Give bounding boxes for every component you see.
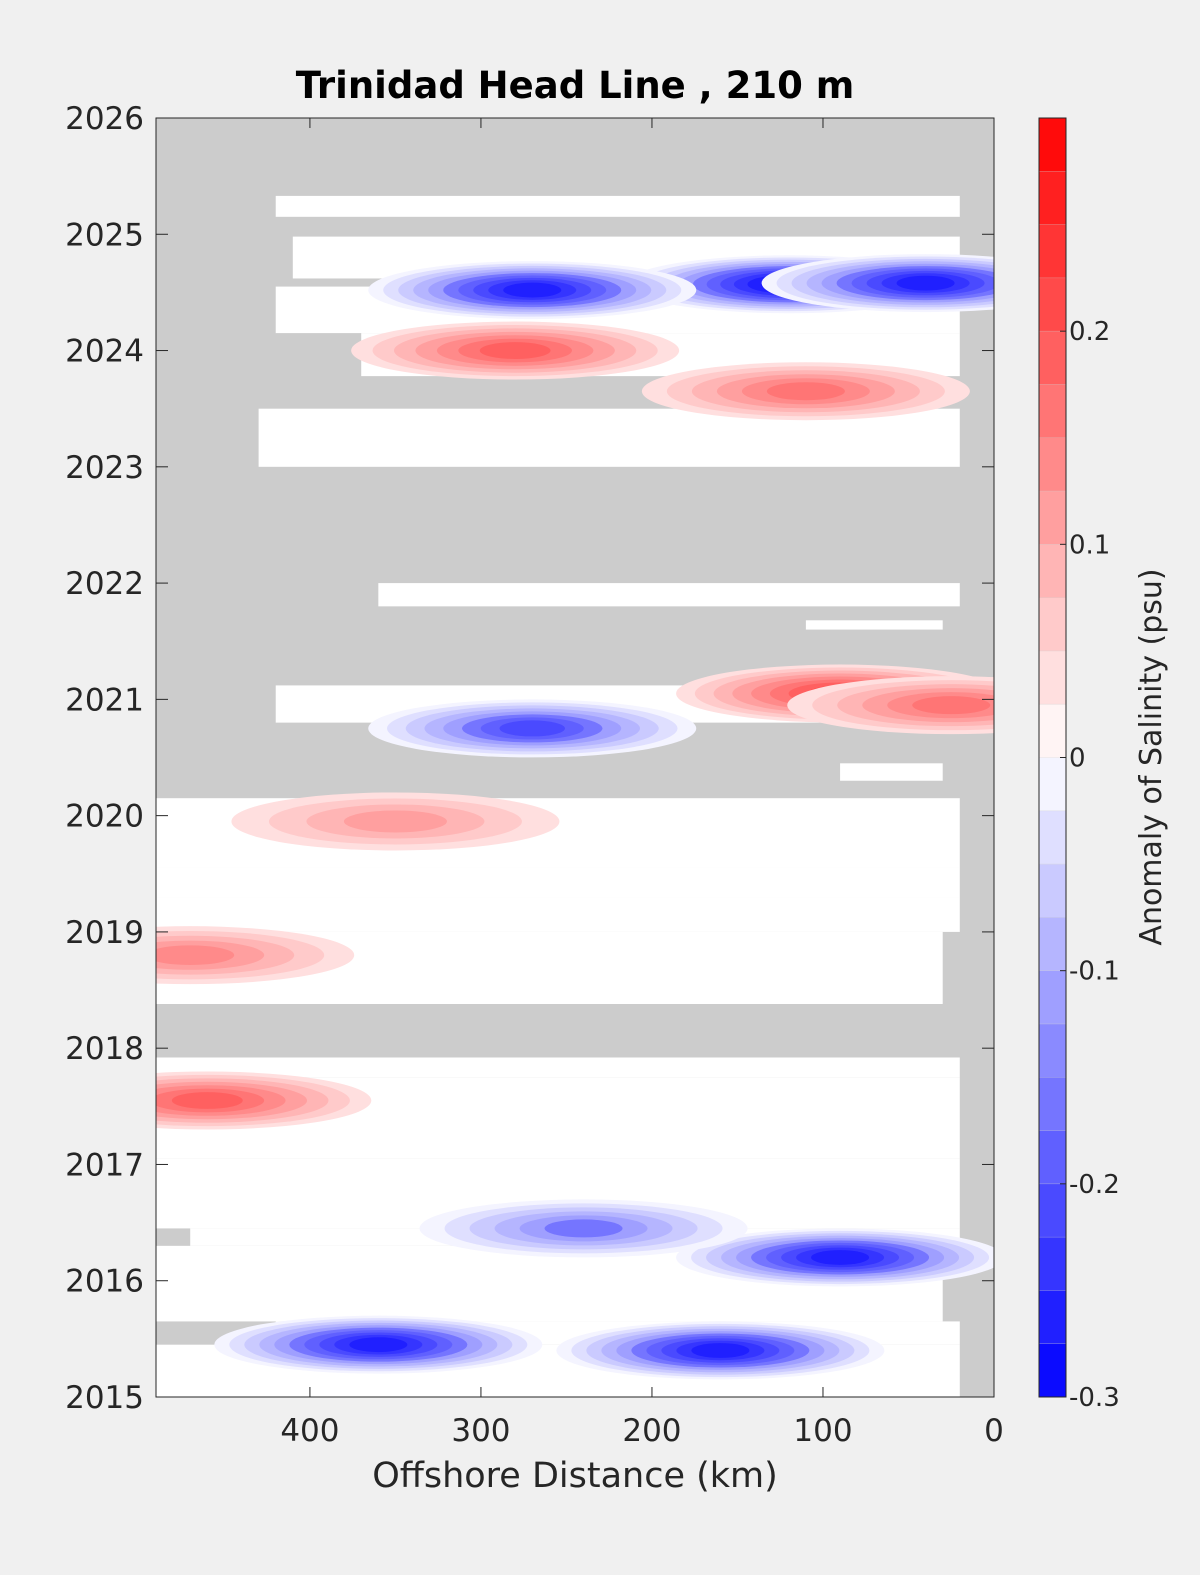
anomaly-feature [761,254,994,313]
colorbar-tick-label: -0.2 [1069,1170,1120,1200]
data-coverage-band [805,620,943,630]
colorbar-level [1038,757,1067,811]
data-coverage-band [378,583,960,607]
anomaly-contour [691,1343,750,1358]
data-coverage-band [156,867,960,898]
anomaly-contour [499,720,565,737]
colorbar-level [1038,1077,1067,1131]
y-tick-label: 2020 [65,799,144,835]
anomaly-feature [214,1315,543,1374]
chart-title: Trinidad Head Line , 210 m [296,64,855,107]
anomaly-contour [171,1092,243,1109]
anomaly-feature [231,792,560,851]
anomaly-contour [503,282,562,298]
y-tick-label: 2023 [65,450,144,486]
colorbar-level [1038,917,1067,971]
x-tick-label: 400 [280,1413,339,1449]
anomaly-feature [156,926,355,985]
colorbar-level [1038,1290,1067,1344]
x-tick-label: 100 [793,1413,852,1449]
data-coverage-band [156,897,960,932]
colorbar-level [1038,171,1067,225]
anomaly-contour [544,1219,623,1238]
y-tick-label: 2021 [65,682,144,718]
colorbar-level [1038,437,1067,492]
colorbar-level [1038,1343,1067,1398]
y-tick-label: 2024 [65,334,144,370]
anomaly-contour [766,382,845,401]
colorbar-level [1038,331,1067,385]
colorbar-level [1038,1183,1067,1238]
y-tick-label: 2022 [65,566,144,602]
anomaly-contour [912,696,991,715]
x-axis-label: Offshore Distance (km) [372,1456,778,1496]
colorbar-level [1038,704,1067,758]
colorbar-level [1038,597,1067,652]
anomaly-feature [368,699,697,758]
anomaly-feature [368,261,697,320]
colorbar-level [1038,1130,1067,1184]
data-coverage-band [275,195,960,217]
y-tick-label: 2025 [65,217,144,253]
anomaly-contour [896,275,955,291]
colorbar-tick-label: 0 [1069,744,1086,774]
colorbar-level [1038,863,1067,918]
anomaly-contour [811,1250,870,1265]
colorbar: -0.3 -0.2 -0.1 0 0.1 0.2 Anomaly of Salinity … [1038,117,1169,1413]
plot-frame [155,117,995,1398]
y-tick-label: 2018 [65,1031,144,1067]
colorbar-tick-label: 0.2 [1069,317,1110,347]
anomaly-contour [349,1337,408,1353]
x-tick-label: 200 [622,1413,681,1449]
anomaly-feature [156,1071,372,1130]
anomaly-contour [156,945,235,965]
colorbar-level [1038,384,1067,438]
colorbar-level [1038,1236,1067,1291]
data-coverage-band [156,1057,960,1078]
colorbar-level [1038,970,1067,1025]
x-tick-label: 300 [451,1413,510,1449]
anomaly-feature [676,1228,994,1287]
plot-area [155,117,995,1398]
colorbar-level [1038,1023,1067,1078]
anomaly-contour [343,810,447,833]
colorbar-levels [1038,117,1067,1398]
anomaly-feature [351,321,680,380]
colorbar-level [1038,810,1067,865]
colorbar-level [1038,277,1067,332]
anomaly-feature [787,676,994,735]
colorbar-level [1038,650,1067,705]
colorbar-level [1038,117,1067,172]
y-tick-label: 2016 [65,1264,144,1300]
x-axis: 400 300 200 100 0 [280,1413,1004,1449]
y-tick-label: 2026 [65,101,144,137]
anomaly-feature [419,1199,748,1258]
colorbar-label: Anomaly of Salinity (psu) [1134,568,1169,945]
y-tick-label: 2015 [65,1380,144,1416]
anomaly-feature [556,1321,885,1380]
anomaly-contour [479,342,551,359]
axis-ticks [156,117,995,1398]
colorbar-level [1038,224,1067,279]
y-tick-label: 2017 [65,1147,144,1183]
colorbar-level [1038,544,1067,598]
anomaly-feature [641,362,970,421]
colorbar-tick-label: 0.1 [1069,530,1110,560]
colorbar-tick-label: -0.1 [1069,957,1120,987]
colorbar-level [1038,490,1067,545]
y-tick-label: 2019 [65,915,144,951]
colorbar-tick-label: -0.3 [1069,1383,1120,1413]
colorbar-ticks: -0.3 -0.2 -0.1 0 0.1 0.2 [1060,317,1120,1413]
data-coverage-band [840,763,943,781]
x-tick-label: 0 [984,1413,1004,1449]
y-axis: 2015 2016 2017 2018 2019 2020 2021 2022 2023 2024… [65,101,144,1416]
anomaly-layer [156,254,994,1380]
